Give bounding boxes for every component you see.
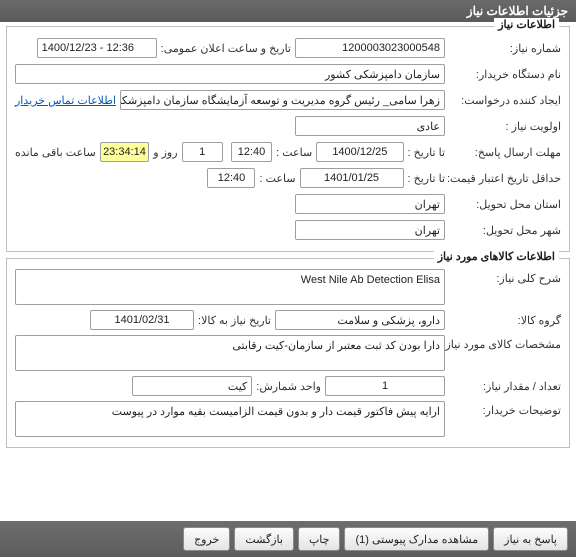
unit-field: کیت <box>132 376 252 396</box>
delivery-city-field: تهران <box>295 220 445 240</box>
exit-button[interactable]: خروج <box>183 527 230 551</box>
unit-label: واحد شمارش: <box>256 380 321 393</box>
row-qty: تعداد / مقدار نیاز: 1 واحد شمارش: کیت <box>15 375 561 397</box>
row-delivery-city: شهر محل تحویل: تهران <box>15 219 561 241</box>
buyer-contact-link[interactable]: اطلاعات تماس خریدار <box>15 94 116 107</box>
row-price-validity: حداقل تاریخ اعتبار قیمت: تا تاریخ : 1401… <box>15 167 561 189</box>
row-buyer-org: نام دستگاه خریدار: سازمان دامپزشکی کشور <box>15 63 561 85</box>
price-validity-time-label: ساعت : <box>259 172 295 185</box>
buyer-notes-field: ارایه پیش فاکتور قیمت دار و بدون قیمت ال… <box>15 401 445 437</box>
qty-field: 1 <box>325 376 445 396</box>
spec-label: مشخصات کالای مورد نیاز: <box>449 335 561 351</box>
titlebar: جزئیات اطلاعات نیاز <box>0 0 576 22</box>
days-and-label: روز و <box>153 146 177 159</box>
print-button[interactable]: چاپ <box>298 527 341 551</box>
remaining-text-label: ساعت باقی مانده <box>15 146 96 159</box>
need-number-label: شماره نیاز: <box>449 42 561 55</box>
need-by-field: 1401/02/31 <box>90 310 194 330</box>
row-delivery-province: استان محل تحویل: تهران <box>15 193 561 215</box>
requester-field: زهرا سامی_ رئیس گروه مدیریت و توسعه آزما… <box>120 90 445 110</box>
window-title: جزئیات اطلاعات نیاز <box>467 4 568 18</box>
need-info-section: اطلاعات نیاز شماره نیاز: 120000302300054… <box>6 26 570 252</box>
attachments-button[interactable]: مشاهده مدارک پیوستی (1) <box>344 527 489 551</box>
row-number: شماره نیاز: 1200003023000548 تاریخ و ساع… <box>15 37 561 59</box>
deadline-date-field: 1400/12/25 <box>316 142 403 162</box>
delivery-city-label: شهر محل تحویل: <box>449 224 561 237</box>
row-summary: شرح کلی نیاز: West Nile Ab Detection Eli… <box>15 269 561 305</box>
goods-info-section: اطلاعات کالاهای مورد نیاز شرح کلی نیاز: … <box>6 258 570 448</box>
need-info-legend: اطلاعات نیاز <box>494 18 559 31</box>
row-requester: ایجاد کننده درخواست: زهرا سامی_ رئیس گرو… <box>15 89 561 111</box>
qty-label: تعداد / مقدار نیاز: <box>449 380 561 393</box>
public-dt-label: تاریخ و ساعت اعلان عمومی: <box>161 42 291 55</box>
days-remaining-field: 1 <box>182 142 223 162</box>
price-validity-time-field: 12:40 <box>207 168 255 188</box>
buyer-notes-label: توضیحات خریدار: <box>449 401 561 417</box>
spec-field: دارا بودن کد ثبت معتبر از سازمان-کیت رقا… <box>15 335 445 371</box>
deadline-to-date-label: تا تاریخ : <box>408 146 445 159</box>
deadline-time-field: 12:40 <box>231 142 272 162</box>
need-by-label: تاریخ نیاز به کالا: <box>198 314 271 327</box>
goods-info-legend: اطلاعات کالاهای مورد نیاز <box>434 250 559 263</box>
buyer-org-label: نام دستگاه خریدار: <box>449 68 561 81</box>
row-deadline: مهلت ارسال پاسخ: تا تاریخ : 1400/12/25 س… <box>15 141 561 163</box>
row-spec: مشخصات کالای مورد نیاز: دارا بودن کد ثبت… <box>15 335 561 371</box>
buttonbar: پاسخ به نیاز مشاهده مدارک پیوستی (1) چاپ… <box>0 521 576 557</box>
delivery-province-label: استان محل تحویل: <box>449 198 561 211</box>
price-validity-label: حداقل تاریخ اعتبار قیمت: <box>449 172 561 185</box>
price-validity-to-date-label: تا تاریخ : <box>408 172 445 185</box>
group-label: گروه کالا: <box>449 314 561 327</box>
public-dt-field: 1400/12/23 - 12:36 <box>37 38 157 58</box>
window: جزئیات اطلاعات نیاز اطلاعات نیاز شماره ن… <box>0 0 576 557</box>
priority-field: عادی <box>295 116 445 136</box>
deadline-time-label: ساعت : <box>276 146 312 159</box>
respond-button[interactable]: پاسخ به نیاز <box>493 527 568 551</box>
countdown-field: 23:34:14 <box>100 142 150 162</box>
summary-field: West Nile Ab Detection Elisa <box>15 269 445 305</box>
row-group: گروه کالا: دارو، پزشکی و سلامت تاریخ نیا… <box>15 309 561 331</box>
row-buyer-notes: توضیحات خریدار: ارایه پیش فاکتور قیمت دا… <box>15 401 561 437</box>
requester-label: ایجاد کننده درخواست: <box>449 94 561 107</box>
deadline-label: مهلت ارسال پاسخ: <box>449 146 561 159</box>
group-field: دارو، پزشکی و سلامت <box>275 310 445 330</box>
price-validity-date-field: 1401/01/25 <box>300 168 404 188</box>
priority-label: اولویت نیاز : <box>449 120 561 133</box>
need-number-field: 1200003023000548 <box>295 38 445 58</box>
buyer-org-field: سازمان دامپزشکی کشور <box>15 64 445 84</box>
back-button[interactable]: بازگشت <box>234 527 294 551</box>
delivery-province-field: تهران <box>295 194 445 214</box>
row-priority: اولویت نیاز : عادی <box>15 115 561 137</box>
summary-label: شرح کلی نیاز: <box>449 269 561 285</box>
